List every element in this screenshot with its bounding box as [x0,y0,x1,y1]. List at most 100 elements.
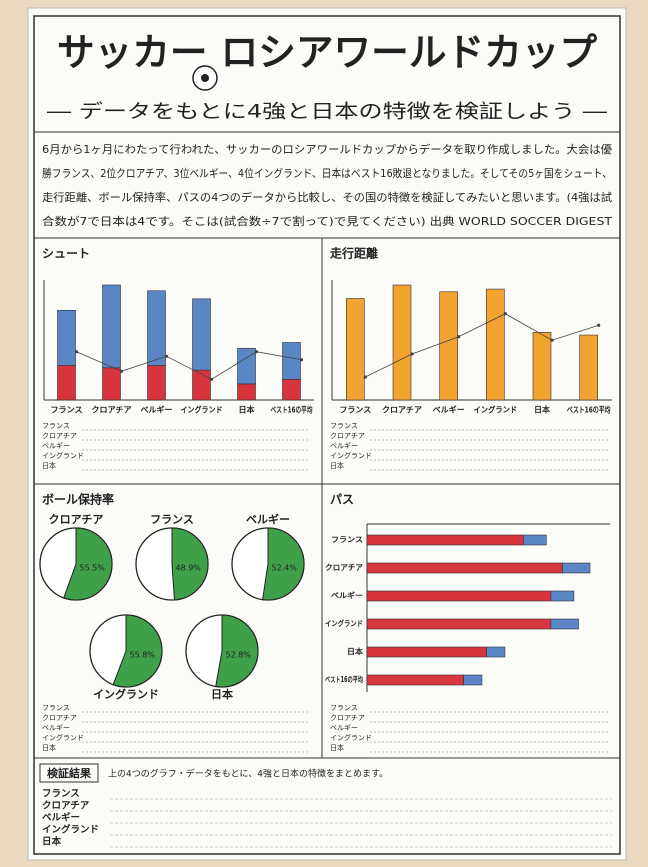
result-country: フランス [42,789,80,800]
trend-point [550,339,553,342]
intro-line: 6月から1ヶ月にわたって行われた、サッカーのロシアワールドカップからデータを取り… [42,142,612,156]
note-line: ベルギー [330,442,358,450]
x-tick-label: ベルギー [433,405,465,415]
note-line: クロアチア [330,714,365,722]
note-line: 日本 [330,743,344,752]
note-line: ベルギー [42,724,70,732]
trend-point [597,324,600,327]
result-country: クロアチア [42,801,90,812]
title: サッカー ロシアワールドカップ [57,31,597,75]
result-country: ベルギー [42,812,80,824]
x-tick-label: イングランド [181,405,223,415]
bar [367,563,562,573]
x-tick-label: ベスト16の平均 [271,405,313,415]
intro-line: 走行距離、ボール保持率、パスの4つのデータから比較し、その国の特徴を検証してみた… [42,190,612,204]
note-line: イングランド [330,733,372,742]
bar [367,675,464,685]
trend-point [410,352,413,355]
x-tick-label: クロアチア [382,405,422,415]
subtitle: ― データをもとに4強と日本の特徴を検証しよう ― [47,101,607,123]
y-tick-label: イングランド [325,618,363,628]
intro-line: 勝フランス、2位クロアチア、3位ベルギー、4位イングランド、日本はベスト16敗退… [42,166,612,180]
bar [393,285,411,400]
x-tick-label: フランス [51,406,83,415]
note-line: ベルギー [330,724,358,732]
trend-point [300,358,303,361]
x-tick-label: イングランド [474,405,518,415]
bar [487,647,505,657]
note-line: イングランド [42,733,84,742]
pie-value-label: 52.8% [225,651,251,660]
bar [533,332,551,400]
result-country: イングランド [42,824,99,836]
soccer-ball-patch [201,74,209,82]
y-tick-label: ベルギー [331,590,363,600]
pie-value-label: 48.9% [175,564,201,573]
bar [367,535,523,545]
pie-label: クロアチア [49,513,104,526]
bar [367,647,487,657]
trend-point [75,350,78,353]
bar [551,619,579,629]
panel-title: パス [330,493,354,507]
x-tick-label: ベルギー [141,405,173,415]
bar [486,289,504,400]
bar [283,343,301,380]
bar [580,335,598,400]
panel-title: ボール保持率 [42,492,114,507]
result-title: 検証結果 [47,766,91,780]
pie-value-label: 55.5% [79,564,105,573]
note-line: イングランド [330,451,372,460]
y-tick-label: クロアチア [325,562,363,572]
poster-sheet [28,8,626,860]
pie-value-label: 55.8% [129,651,155,660]
result-country: 日本 [42,836,62,848]
bar [523,535,546,545]
bar [148,291,166,366]
intro-line: 合数が7で日本は4です。そこは(試合数÷7で割って)で見てください) 出典 WO… [42,214,612,228]
bar [283,379,301,400]
poster: サッカー ロシアワールドカップ ― データをもとに4強と日本の特徴を検証しよう … [0,0,648,867]
bar [238,384,256,400]
x-tick-label: 日本 [239,405,255,415]
note-line: フランス [330,704,358,712]
bar [58,366,76,401]
page: サッカー ロシアワールドカップ ― データをもとに4強と日本の特徴を検証しよう … [0,0,648,867]
bar [193,299,211,370]
note-line: 日本 [330,461,344,470]
trend-point [255,350,258,353]
bar [148,366,166,401]
trend-point [457,335,460,338]
trend-point [210,378,213,381]
note-line: クロアチア [330,432,365,440]
note-line: フランス [42,422,70,430]
note-line: 日本 [42,461,56,470]
pie-label: 日本 [211,687,233,701]
x-tick-label: 日本 [534,405,550,415]
bar [367,619,551,629]
note-line: 日本 [42,743,56,752]
note-line: フランス [330,422,358,430]
note-line: イングランド [42,451,84,460]
bar [440,292,458,400]
trend-point [504,312,507,315]
y-tick-label: ベスト16の平均 [325,674,363,684]
panel-title: 走行距離 [330,246,378,261]
bar [551,591,574,601]
bar [464,675,482,685]
x-tick-label: フランス [339,406,371,415]
x-tick-label: ベスト16の平均 [567,405,611,415]
bar [562,563,590,573]
note-line: ベルギー [42,442,70,450]
pie-label: イングランド [93,687,159,701]
bar [367,591,551,601]
panel-title: シュート [42,247,90,261]
x-tick-label: クロアチア [92,405,132,415]
note-line: クロアチア [42,714,77,722]
bar [58,310,76,365]
trend-point [120,370,123,373]
bar [103,285,121,368]
note-line: フランス [42,704,70,712]
y-tick-label: 日本 [347,646,364,656]
pie-label: フランス [150,513,194,526]
